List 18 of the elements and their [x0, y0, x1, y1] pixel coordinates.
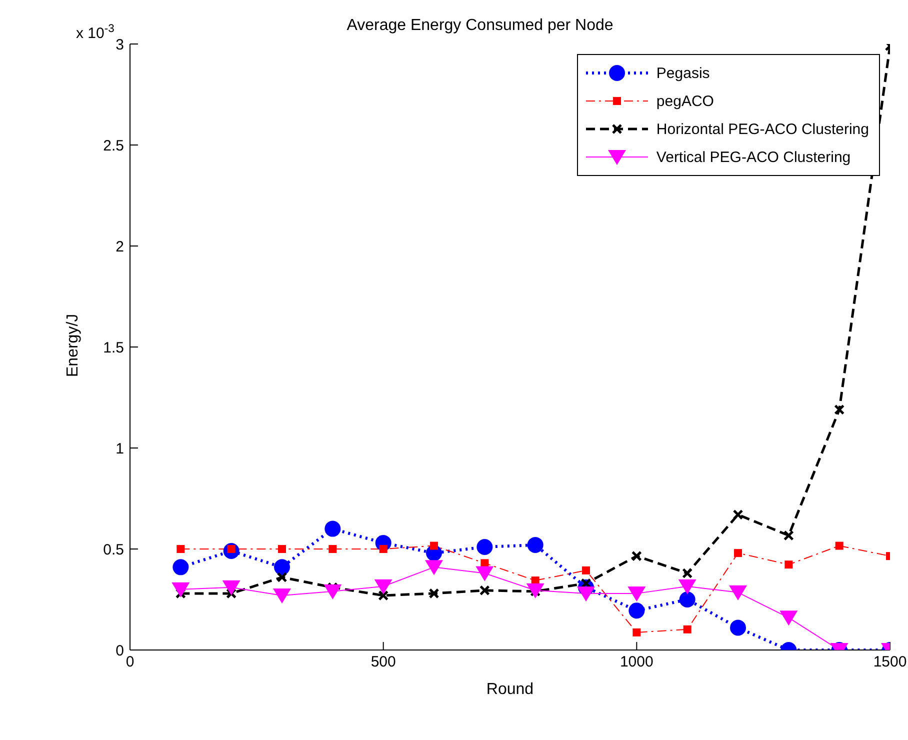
- x-axis-title: Round: [486, 681, 534, 698]
- y-tick-label: 1: [116, 440, 124, 458]
- y-axis-title: Energy/J: [64, 314, 82, 377]
- legend-label: Vertical PEG-ACO Clustering: [656, 148, 851, 166]
- x-tick-label: 1500: [873, 654, 907, 671]
- legend-label: pegACO: [656, 92, 714, 110]
- y-tick-label: 2: [116, 238, 124, 256]
- y-tick-label: 0: [116, 642, 124, 660]
- legend-label: Horizontal PEG-ACO Clustering: [656, 120, 869, 138]
- y-tick-label: 2.5: [103, 137, 124, 154]
- x-tick-label: 500: [370, 654, 396, 671]
- y-tick-label: 3: [116, 36, 124, 54]
- chart-title: Average Energy Consumed per Node: [346, 17, 614, 34]
- y-tick-label: 0.5: [103, 541, 124, 558]
- x-tick-label: 1000: [620, 654, 654, 671]
- y-tick-label: 1.5: [103, 339, 124, 356]
- legend-label: Pegasis: [656, 64, 710, 82]
- text: x 10$^{-3}$: [76, 23, 114, 42]
